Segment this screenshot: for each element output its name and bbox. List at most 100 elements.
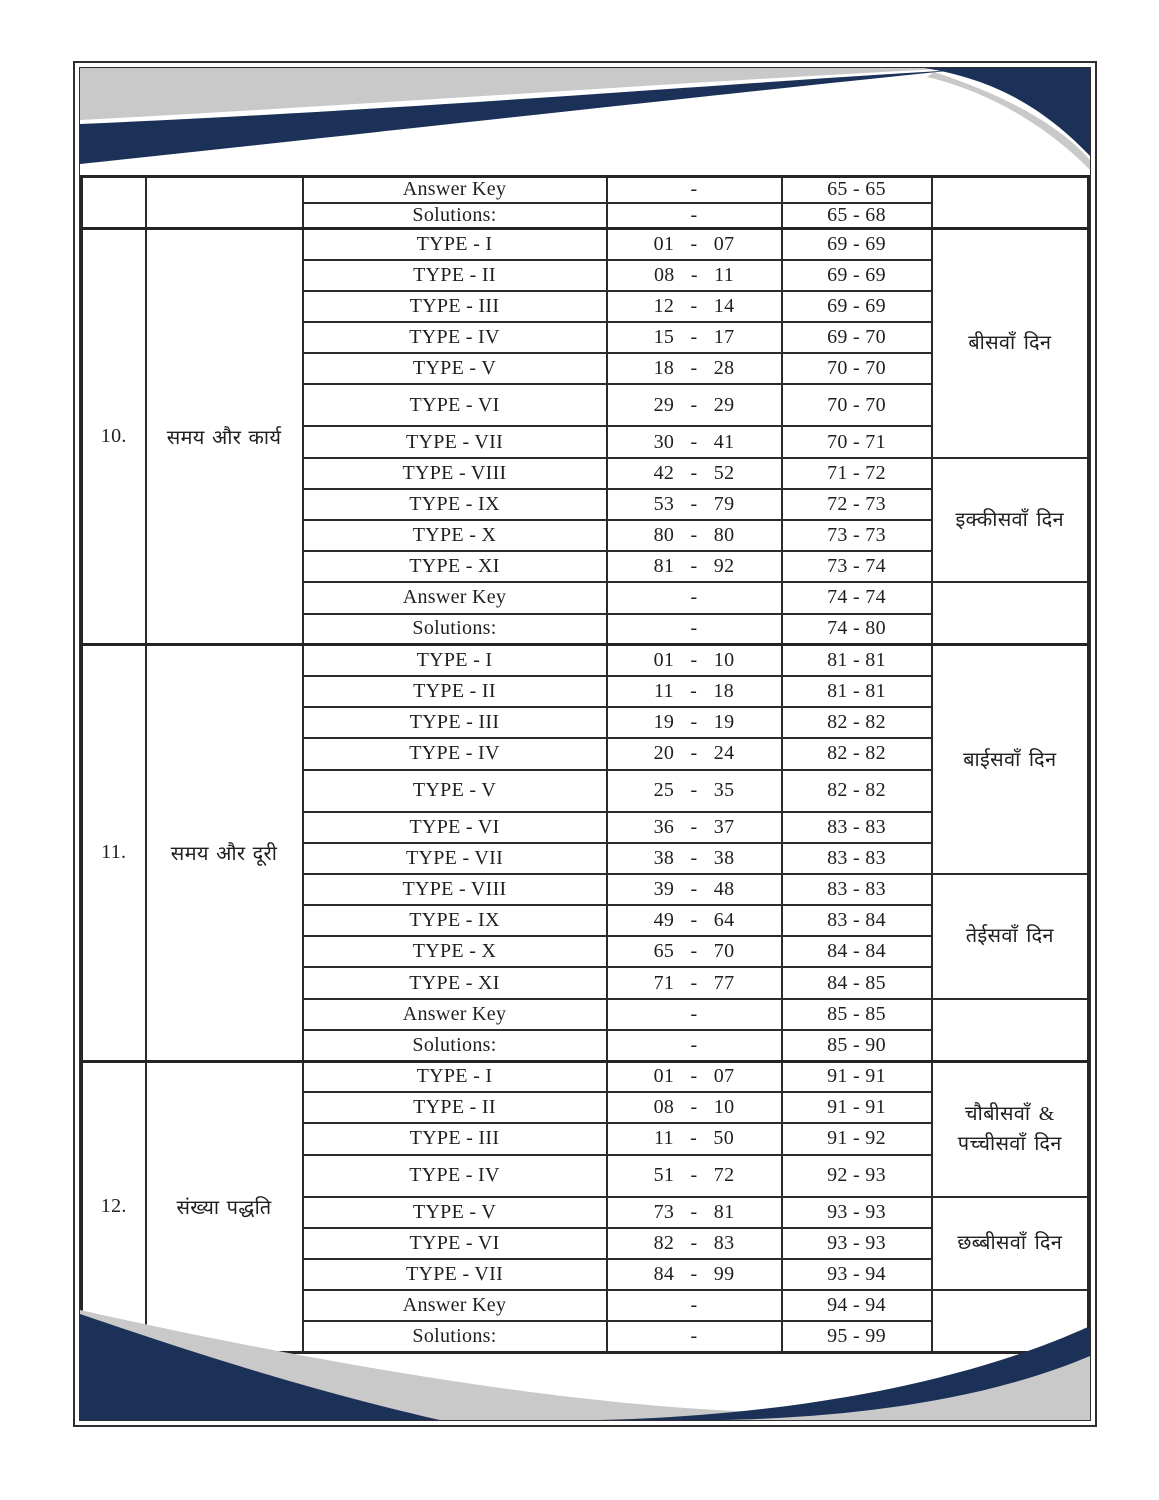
question-range-cell: - bbox=[605, 1289, 783, 1323]
question-range-cell: - bbox=[605, 612, 783, 646]
page-range-cell: 91 - 91 bbox=[780, 1091, 933, 1125]
day-label-cell bbox=[930, 1289, 1090, 1354]
question-range-cell: 08 - 11 bbox=[605, 258, 783, 292]
table-row: TYPE - IX 49 - 64 83 - 84 bbox=[82, 904, 1089, 938]
page-range-cell: 82 - 82 bbox=[780, 768, 933, 813]
question-range-cell: 01 - 07 bbox=[605, 1059, 783, 1094]
table-row: Solutions: -85 - 90 bbox=[82, 1028, 1089, 1063]
chapter-title-cell: संख्या पद्धति bbox=[144, 1059, 304, 1354]
page-range-cell: 70 - 70 bbox=[780, 383, 933, 428]
question-range-cell: 12 - 14 bbox=[605, 289, 783, 324]
question-range-cell: 65 - 70 bbox=[605, 935, 783, 969]
page-range-cell: 65 - 68 bbox=[780, 201, 933, 230]
page-range-cell: 69 - 69 bbox=[780, 258, 933, 292]
question-range-cell: 08 - 10 bbox=[605, 1091, 783, 1125]
question-range-cell: 11 - 50 bbox=[605, 1122, 783, 1156]
type-label-cell: TYPE - VII bbox=[301, 425, 608, 459]
type-label-cell: Answer Key bbox=[301, 175, 608, 204]
type-label-cell: Solutions: bbox=[301, 612, 608, 646]
type-label-cell: TYPE - IV bbox=[301, 737, 608, 771]
table-row: TYPE - VII 84 - 99 93 - 94 bbox=[82, 1257, 1089, 1292]
header-gray-band bbox=[80, 68, 960, 120]
question-range-cell: 36 - 37 bbox=[605, 810, 783, 844]
page-range-cell: 83 - 83 bbox=[780, 810, 933, 844]
page-range-cell: 81 - 81 bbox=[780, 674, 933, 709]
type-label-cell: TYPE - II bbox=[301, 1091, 608, 1125]
table-row: Answer Key -85 - 85 bbox=[82, 997, 1090, 1063]
table-row: TYPE - III 19 - 19 82 - 82 bbox=[82, 706, 1089, 740]
type-label-cell: TYPE - III bbox=[301, 706, 608, 740]
table-row: TYPE - VI 29 - 29 70 - 70 bbox=[82, 383, 1089, 428]
table-row: TYPE - VIII 42 - 52 71 - 72 इक्कीसवाँ दिन bbox=[82, 456, 1090, 584]
section-number-cell: 12. bbox=[80, 1059, 147, 1354]
table-row: TYPE - II 08 - 11 69 - 69 bbox=[82, 258, 1089, 292]
table-row: TYPE - XI 71 - 77 84 - 85 bbox=[82, 966, 1089, 1000]
type-label-cell: TYPE - X bbox=[301, 935, 608, 969]
table-row: TYPE - X 80 - 80 73 - 73 bbox=[82, 518, 1089, 553]
page-range-cell: 93 - 93 bbox=[780, 1226, 933, 1260]
type-label-cell: TYPE - III bbox=[301, 289, 608, 324]
table-row: Answer Key -74 - 74 bbox=[82, 581, 1090, 646]
page-range-cell: 84 - 85 bbox=[780, 966, 933, 1000]
question-range-cell: 38 - 38 bbox=[605, 841, 783, 875]
type-label-cell: TYPE - V bbox=[301, 768, 608, 813]
page-range-cell: 70 - 71 bbox=[780, 425, 933, 459]
page-range-cell: 74 - 80 bbox=[780, 612, 933, 646]
type-label-cell: TYPE - VI bbox=[301, 383, 608, 428]
page-border-outer: Answer Key -65 - 65 Solutions: -65 - 68 10. स… bbox=[73, 61, 1097, 1427]
day-label-cell bbox=[930, 997, 1090, 1063]
page-range-cell: 83 - 83 bbox=[780, 841, 933, 875]
chapter-title-cell: समय और दूरी bbox=[144, 643, 304, 1063]
type-label-cell: TYPE - V bbox=[301, 352, 608, 386]
page-range-cell: 85 - 85 bbox=[780, 997, 933, 1031]
question-range-cell: 51 - 72 bbox=[605, 1153, 783, 1198]
page-range-cell: 91 - 91 bbox=[780, 1059, 933, 1094]
table-row: TYPE - II 08 - 10 91 - 91 bbox=[82, 1091, 1089, 1125]
page-range-cell: 70 - 70 bbox=[780, 352, 933, 386]
table-row: TYPE - IV 51 - 72 92 - 93 bbox=[82, 1153, 1089, 1198]
page-range-cell: 69 - 69 bbox=[780, 226, 933, 261]
question-range-cell: 73 - 81 bbox=[605, 1195, 783, 1229]
toc-table-body: Answer Key -65 - 65 Solutions: -65 - 68 10. स… bbox=[80, 175, 1090, 1354]
type-label-cell: TYPE - IX bbox=[301, 904, 608, 938]
question-range-cell: 15 - 17 bbox=[605, 321, 783, 355]
question-range-cell: 20 - 24 bbox=[605, 737, 783, 771]
page-range-cell: 82 - 82 bbox=[780, 706, 933, 740]
question-range-cell: 39 - 48 bbox=[605, 872, 783, 907]
question-range-cell: - bbox=[605, 581, 783, 615]
table-row: TYPE - III 11 - 50 91 - 92 bbox=[82, 1122, 1089, 1156]
chapter-title-cell: समय और कार्य bbox=[144, 226, 304, 646]
table-row: TYPE - IV 20 - 24 82 - 82 bbox=[82, 737, 1089, 771]
type-label-cell: TYPE - III bbox=[301, 1122, 608, 1156]
table-row: TYPE - II 11 - 18 81 - 81 bbox=[82, 674, 1089, 709]
page-range-cell: 73 - 74 bbox=[780, 550, 933, 584]
day-label-cell: छब्बीसवाँ दिन bbox=[930, 1195, 1090, 1292]
table-row: TYPE - VI 36 - 37 83 - 83 bbox=[82, 810, 1089, 844]
table-row: TYPE - IX 53 - 79 72 - 73 bbox=[82, 487, 1089, 522]
type-label-cell: TYPE - VII bbox=[301, 841, 608, 875]
question-range-cell: 01 - 10 bbox=[605, 643, 783, 677]
table-row: TYPE - XI 81 - 92 73 - 74 bbox=[82, 550, 1089, 584]
page-range-cell: 74 - 74 bbox=[780, 581, 933, 615]
question-range-cell: 29 - 29 bbox=[605, 383, 783, 428]
day-label-cell bbox=[930, 581, 1090, 646]
question-range-cell: - bbox=[605, 1028, 783, 1063]
day-label-cell: इक्कीसवाँ दिन bbox=[930, 456, 1090, 584]
table-row: TYPE - VIII 39 - 48 83 - 83 तेईसवाँ दिन bbox=[82, 872, 1090, 1000]
table-row: TYPE - V 73 - 81 93 - 93 छब्बीसवाँ दिन bbox=[82, 1195, 1090, 1292]
day-label-cell: बाईसवाँ दिन bbox=[930, 643, 1090, 875]
page-range-cell: 94 - 94 bbox=[780, 1289, 933, 1323]
table-row: TYPE - V 25 - 35 82 - 82 bbox=[82, 768, 1089, 813]
table-row: 11. समय और दूरी TYPE - I 01 - 10 81 - 81 बाईस… bbox=[80, 643, 1090, 1063]
page-range-cell: 93 - 94 bbox=[780, 1257, 933, 1292]
type-label-cell: Solutions: bbox=[301, 1028, 608, 1063]
page-range-cell: 91 - 92 bbox=[780, 1122, 933, 1156]
type-label-cell: TYPE - VI bbox=[301, 1226, 608, 1260]
type-label-cell: TYPE - II bbox=[301, 674, 608, 709]
type-label-cell: TYPE - XI bbox=[301, 550, 608, 584]
day-label-cell: बीसवाँ दिन bbox=[930, 226, 1090, 459]
chapter-title-cell bbox=[144, 175, 304, 230]
question-range-cell: 18 - 28 bbox=[605, 352, 783, 386]
type-label-cell: TYPE - VII bbox=[301, 1257, 608, 1292]
